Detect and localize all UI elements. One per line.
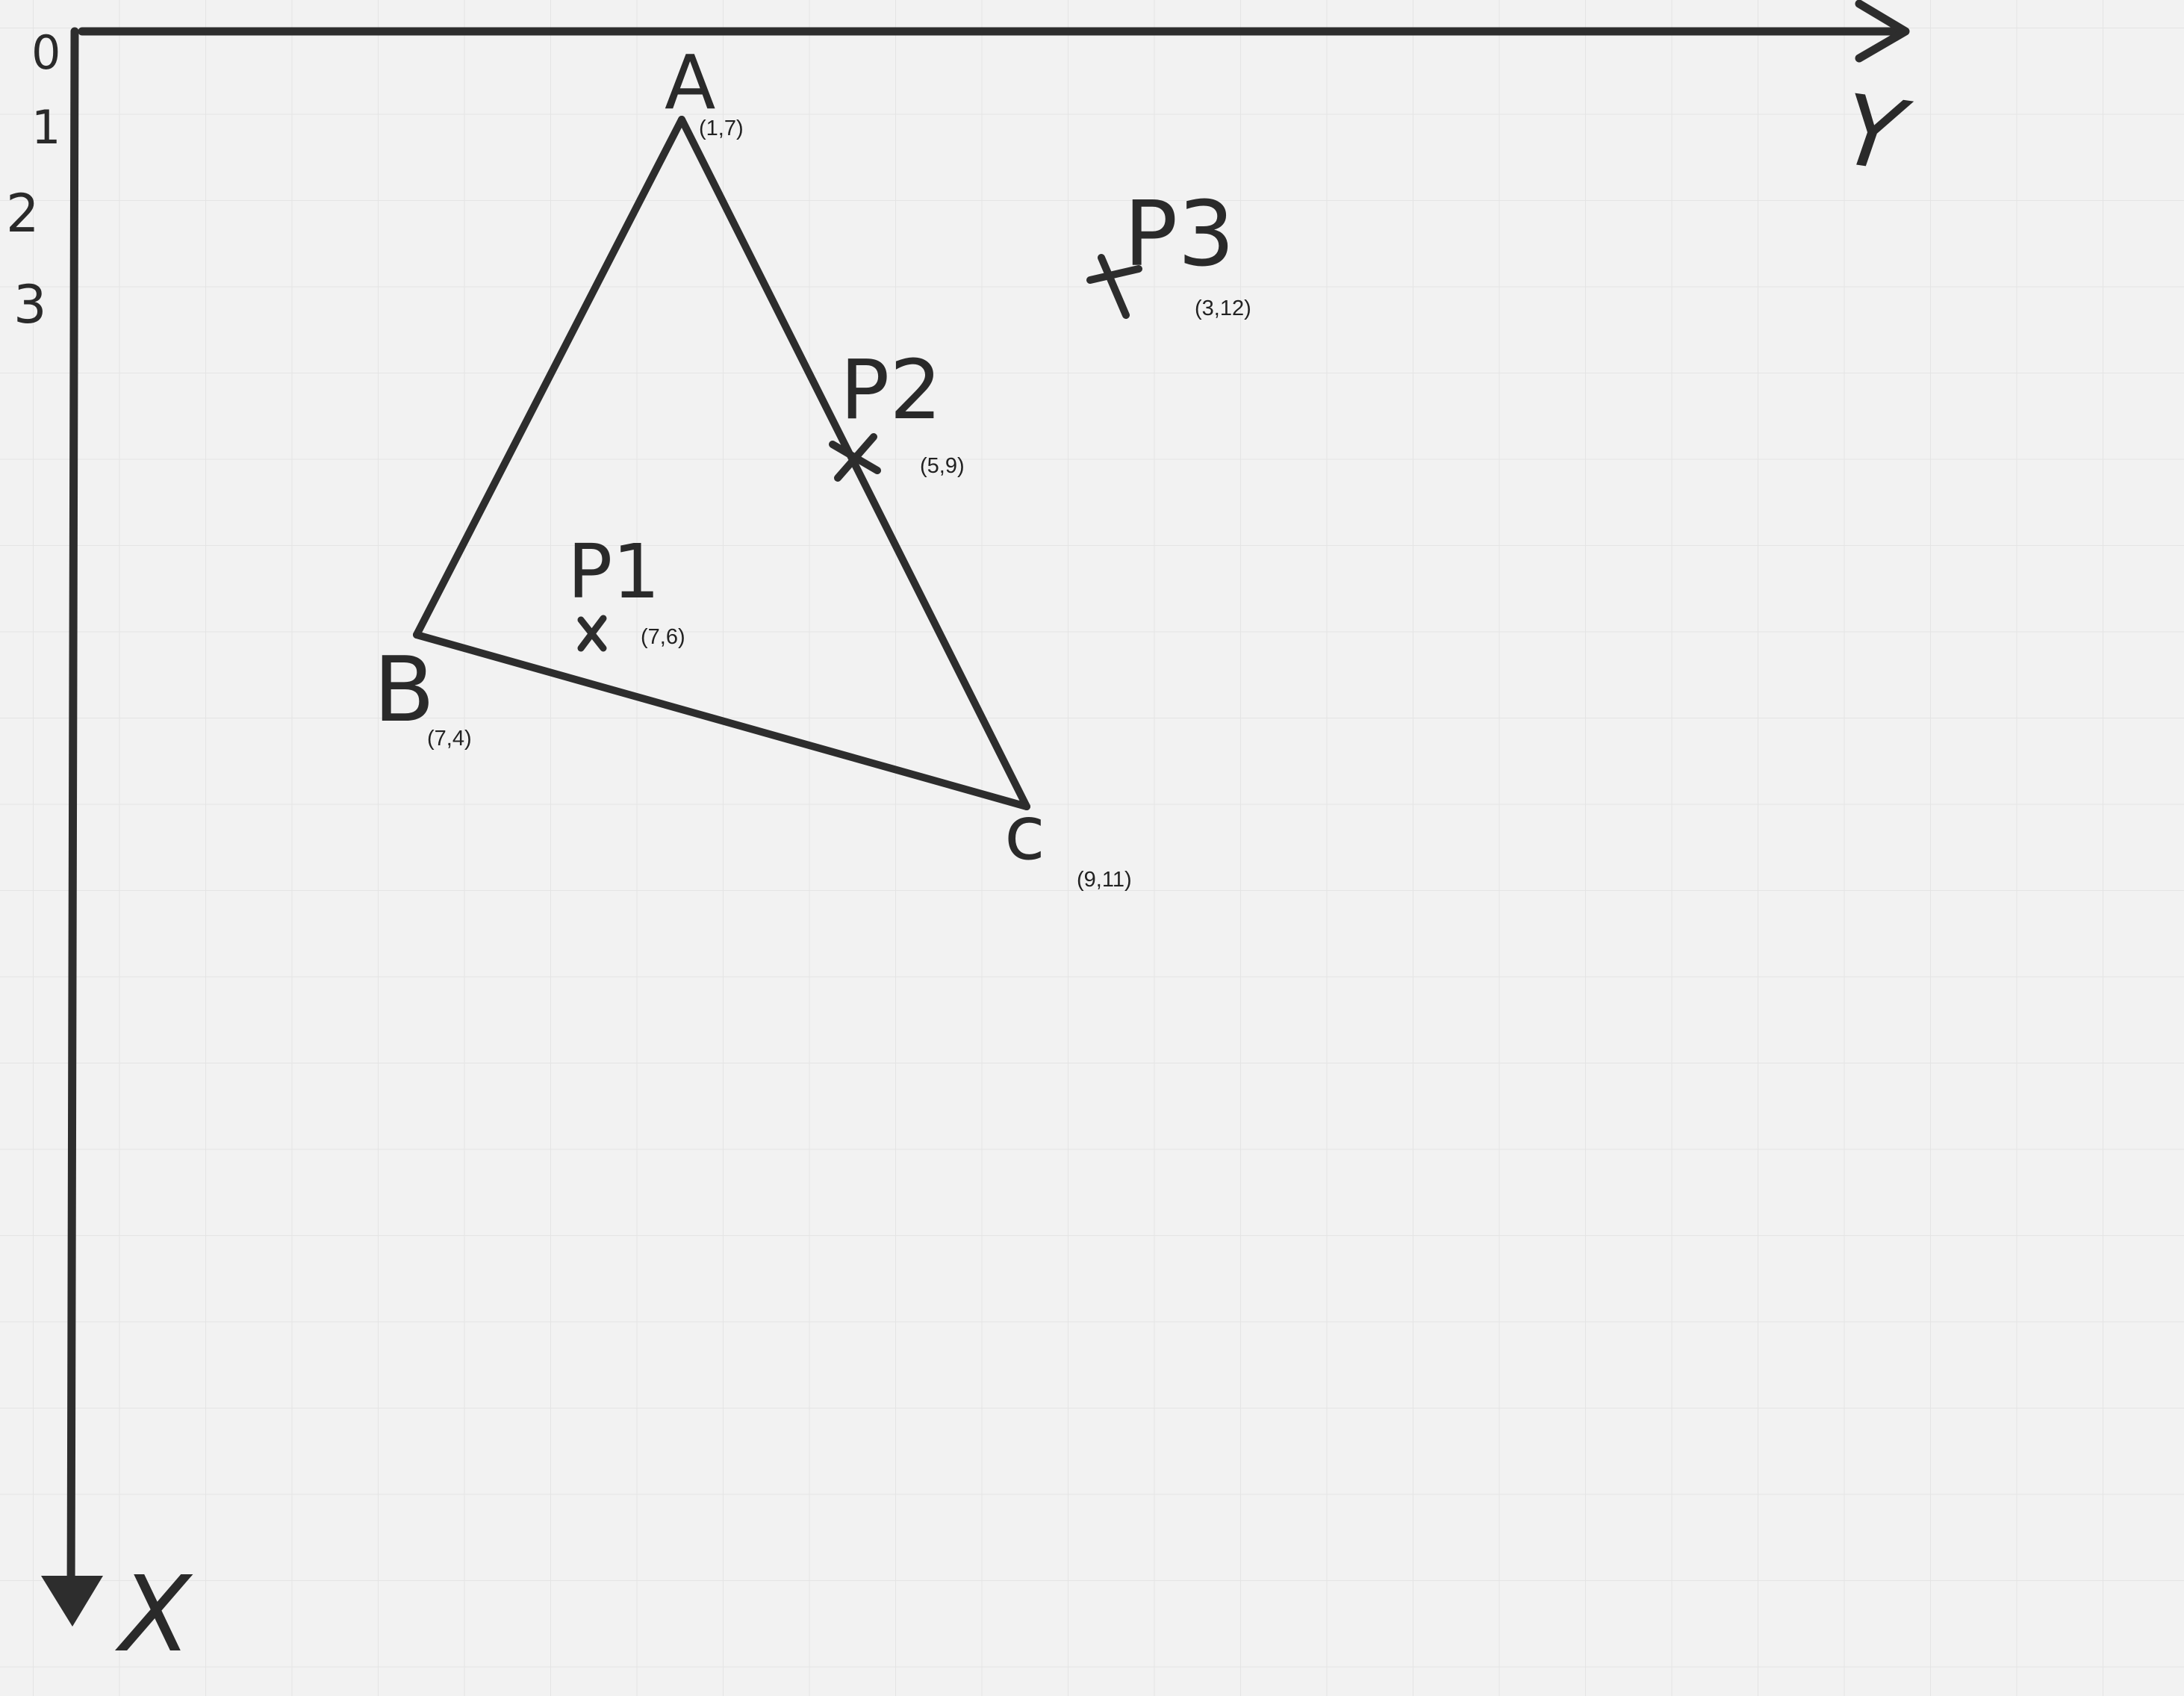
edge-bc <box>413 631 1030 810</box>
tick-label-3: 3 <box>13 274 47 335</box>
vertex-a-coord: (1,7) <box>699 117 744 140</box>
vertex-b-label: B <box>373 639 435 742</box>
point-p2-label: P2 <box>840 342 942 438</box>
point-p2-coord: (5,9) <box>920 454 965 478</box>
point-p3-marker <box>1086 254 1142 319</box>
point-p1-coord: (7,6) <box>641 625 685 649</box>
point-p3-label: P3 <box>1124 183 1235 287</box>
x-axis <box>41 27 103 1627</box>
point-p3-coord: (3,12) <box>1195 296 1251 320</box>
point-p2-marker <box>829 433 881 482</box>
point-p1-label: P1 <box>567 528 660 615</box>
vertex-b-coord: (7,4) <box>427 727 472 751</box>
x-axis-label: X <box>114 1554 193 1676</box>
vertex-a-label: A <box>665 39 715 126</box>
y-axis <box>78 0 1910 63</box>
tick-label-1: 1 <box>31 100 60 155</box>
tick-label-0: 0 <box>31 25 60 80</box>
point-p1-marker <box>577 615 607 652</box>
edge-ab <box>413 116 685 639</box>
vertex-c-coord: (9,11) <box>1077 868 1132 892</box>
tick-label-2: 2 <box>6 183 40 244</box>
vertex-c-label: c <box>1004 789 1045 877</box>
